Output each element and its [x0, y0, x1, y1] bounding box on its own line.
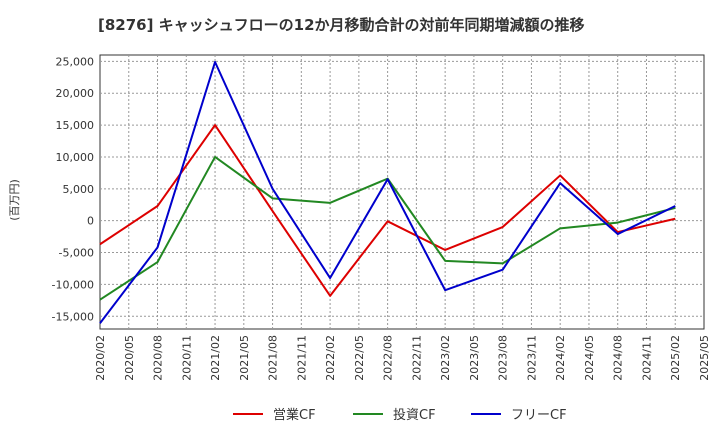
- x-tick-label: 2021/05: [238, 335, 251, 381]
- x-tick-label: 2023/11: [525, 335, 538, 381]
- legend: 営業CF 投資CF フリーCF: [233, 407, 567, 423]
- x-tick-label: 2023/02: [439, 335, 452, 381]
- x-tick-label: 2025/05: [698, 335, 711, 381]
- plot-border: [99, 54, 705, 330]
- x-tick-label: 2025/02: [669, 335, 682, 381]
- x-tick-label: 2021/08: [267, 335, 280, 381]
- x-tick-label: 2021/11: [295, 335, 308, 381]
- x-tick-label: 2020/11: [180, 335, 193, 381]
- series-line-2: [99, 61, 676, 324]
- chart-title: [8276] キャッシュフローの12か月移動合計の対前年同期増減額の推移: [98, 16, 585, 34]
- y-tick-label: -15,000: [52, 310, 94, 323]
- x-tick-label: 2022/08: [382, 335, 395, 381]
- x-tick-label: 2022/02: [324, 335, 337, 381]
- x-tick-label: 2023/05: [468, 335, 481, 381]
- series-line-0: [99, 124, 676, 297]
- x-tick-label: 2020/08: [152, 335, 165, 381]
- x-tick-label: 2021/02: [209, 335, 222, 381]
- x-tick-label: 2024/11: [640, 335, 653, 381]
- y-tick-label: 15,000: [56, 119, 95, 132]
- y-tick-label: 20,000: [56, 87, 95, 100]
- legend-label-1: 投資CF: [393, 407, 436, 423]
- x-tick-label: 2023/08: [497, 335, 510, 381]
- x-tick-label: 2024/05: [583, 335, 596, 381]
- y-tick-label: -10,000: [52, 278, 94, 291]
- x-tick-label: 2020/02: [94, 335, 107, 381]
- x-tick-label: 2022/11: [410, 335, 423, 381]
- legend-label-0: 営業CF: [273, 407, 316, 423]
- y-tick-label: 0: [87, 215, 94, 228]
- x-tick-label: 2024/02: [554, 335, 567, 381]
- legend-label-2: フリーCF: [511, 408, 567, 423]
- y-tick-label: -5,000: [59, 247, 94, 260]
- y-tick-label: 5,000: [63, 183, 95, 196]
- y-axis-label: (百万円): [8, 179, 21, 221]
- x-tick-label: 2022/05: [353, 335, 366, 381]
- x-tick-label: 2024/08: [612, 335, 625, 381]
- y-tick-label: 25,000: [56, 55, 95, 68]
- plot-area: 2020/02 2020/05 2020/08 2020/11 2021/02 2021/…: [52, 54, 711, 381]
- y-tick-label: 10,000: [56, 151, 95, 164]
- x-tick-label: 2020/05: [123, 335, 136, 381]
